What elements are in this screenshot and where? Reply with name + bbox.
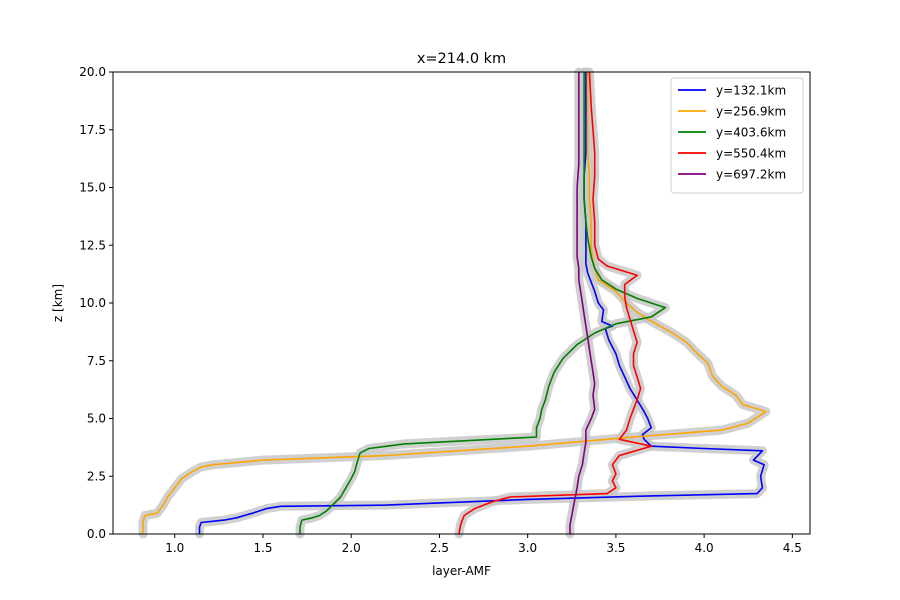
x-tick-label: 3.0 bbox=[518, 541, 537, 555]
y-axis-title: z [km] bbox=[51, 284, 65, 322]
y-tick-label: 2.5 bbox=[87, 469, 106, 483]
x-tick-label: 3.5 bbox=[606, 541, 625, 555]
x-axis: 1.0 1.5 2.0 2.5 3.0 3.5 4.0 4.5 bbox=[165, 534, 802, 555]
legend-label-4: y=550.4km bbox=[716, 147, 786, 161]
uncertainty-band-4 bbox=[454, 67, 656, 539]
x-tick-label: 2.5 bbox=[430, 541, 449, 555]
series-line-4 bbox=[458, 71, 652, 535]
series-lines bbox=[142, 71, 767, 535]
y-axis: 0.0 2.5 5.0 7.5 10.0 12.5 15.0 17.5 20.0 bbox=[79, 65, 113, 541]
legend-label-2: y=256.9km bbox=[716, 105, 786, 119]
series-line-2 bbox=[142, 72, 767, 534]
chart-title: x=214.0 km bbox=[417, 51, 506, 67]
series-line-3 bbox=[299, 72, 667, 534]
legend: y=132.1km y=256.9km y=403.6km y=550.4km y=69… bbox=[670, 77, 804, 194]
legend-label-5: y=697.2km bbox=[716, 168, 786, 182]
series-line-1 bbox=[198, 72, 765, 534]
x-tick-label: 1.5 bbox=[253, 541, 272, 555]
y-tick-label: 7.5 bbox=[87, 354, 106, 368]
legend-label-3: y=403.6km bbox=[716, 126, 786, 140]
y-tick-label: 17.5 bbox=[79, 123, 106, 137]
legend-label-1: y=132.1km bbox=[716, 84, 786, 98]
x-tick-label: 4.5 bbox=[783, 541, 802, 555]
x-tick-label: 4.0 bbox=[695, 541, 714, 555]
y-tick-label: 12.5 bbox=[79, 238, 106, 252]
y-tick-label: 10.0 bbox=[79, 296, 106, 310]
series-line-5 bbox=[569, 72, 596, 534]
legend-box bbox=[670, 77, 804, 194]
x-tick-label: 2.0 bbox=[342, 541, 361, 555]
y-tick-label: 15.0 bbox=[79, 181, 106, 195]
y-tick-label: 20.0 bbox=[79, 65, 106, 79]
y-tick-label: 5.0 bbox=[87, 412, 106, 426]
x-axis-title: layer-AMF bbox=[432, 564, 491, 578]
y-tick-label: 0.0 bbox=[87, 527, 106, 541]
x-tick-label: 1.0 bbox=[165, 541, 184, 555]
